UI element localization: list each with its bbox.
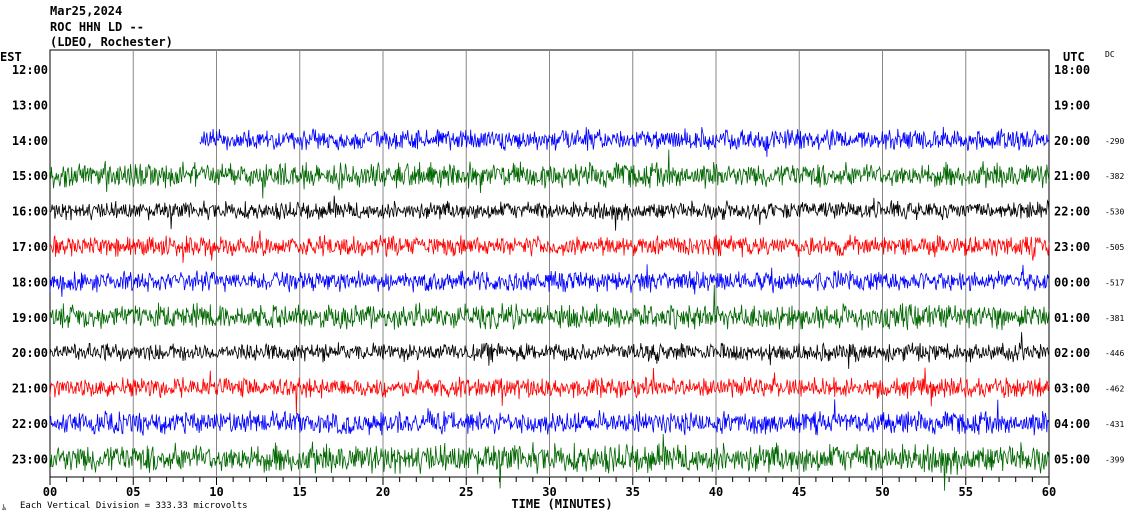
x-tick-label: 55 [959,485,973,499]
x-tick-label: 15 [293,485,307,499]
x-tick-label: 60 [1042,485,1056,499]
trace-2000 [49,332,1050,369]
est-hour-label: 12:00 [12,63,48,77]
dc-value: -505 [1105,243,1124,252]
dc-label: DC [1105,50,1115,59]
corner-mark: ﾑ [2,503,6,512]
x-tick-label: 20 [376,485,390,499]
dc-value: -446 [1105,349,1124,358]
x-tick-label: 05 [126,485,140,499]
utc-hour-label: 03:00 [1054,382,1090,396]
x-tick-label: 50 [875,485,889,499]
est-hour-label: 18:00 [12,275,48,289]
est-hour-label: 21:00 [12,382,48,396]
dc-value: -462 [1105,385,1124,394]
est-hour-label: 22:00 [12,417,48,431]
dc-value: -399 [1105,455,1124,464]
dc-value: -517 [1105,278,1124,287]
dc-value: -530 [1105,208,1124,217]
trace-2200 [49,399,1050,436]
x-tick-label: 45 [792,485,806,499]
utc-hour-label: 02:00 [1054,346,1090,360]
x-tick-label: 10 [209,485,223,499]
utc-hour-label: 00:00 [1054,275,1090,289]
est-hour-label: 15:00 [12,169,48,183]
utc-hour-label: 23:00 [1054,240,1090,254]
est-label: EST [0,50,22,64]
utc-hour-label: 01:00 [1054,311,1090,325]
trace-1500 [49,149,1050,199]
x-tick-label: 35 [626,485,640,499]
trace-1600 [50,195,1050,231]
utc-hour-label: 22:00 [1054,205,1090,219]
est-hour-label: 20:00 [12,346,48,360]
scale-note: Each Vertical Division = 333.33 microvol… [20,501,248,511]
x-tick-label: 00 [43,485,57,499]
station-label: ROC HHN LD -- [50,20,144,34]
est-hour-label: 17:00 [12,240,48,254]
x-tick-label: 25 [459,485,473,499]
est-hour-label: 19:00 [12,311,48,325]
est-hour-label: 16:00 [12,205,48,219]
trace-1800 [49,264,1050,297]
x-axis-label: TIME (MINUTES) [511,497,612,511]
dc-value: -382 [1105,172,1124,181]
trace-1700 [49,230,1050,263]
est-hour-label: 14:00 [12,134,48,148]
utc-hour-label: 04:00 [1054,417,1090,431]
utc-hour-label: 19:00 [1054,98,1090,112]
dc-value: -381 [1105,314,1124,323]
utc-label: UTC [1063,50,1085,64]
dc-value: -431 [1105,420,1124,429]
date-label: Mar25,2024 [50,4,123,18]
utc-hour-label: 05:00 [1054,452,1090,466]
utc-hour-label: 18:00 [1054,63,1090,77]
utc-hour-label: 21:00 [1054,169,1090,183]
est-hour-label: 13:00 [12,98,48,112]
dc-value: -290 [1105,137,1124,146]
trace-2100 [49,367,1050,415]
network-label: (LDEO, Rochester) [50,35,173,49]
trace-1900 [49,284,1050,331]
trace-2300 [49,433,1050,491]
x-tick-label: 40 [709,485,723,499]
trace-1400 [199,126,1050,157]
est-hour-label: 23:00 [12,452,48,466]
x-tick-label: 30 [542,485,556,499]
utc-hour-label: 20:00 [1054,134,1090,148]
